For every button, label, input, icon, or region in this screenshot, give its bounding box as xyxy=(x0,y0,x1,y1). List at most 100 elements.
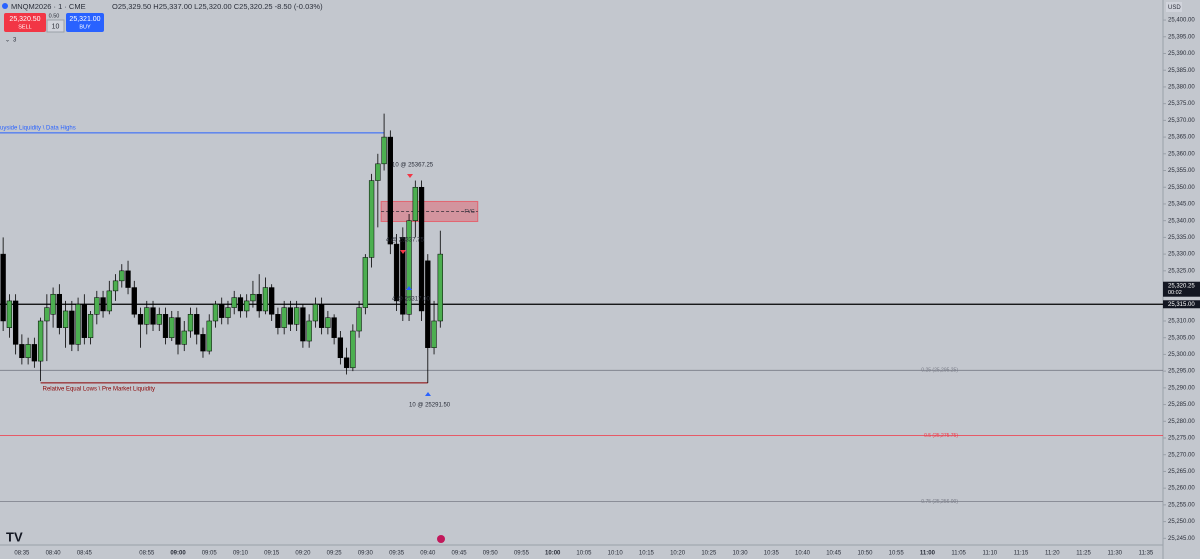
event-marker[interactable] xyxy=(437,535,445,543)
level-label: 0.75 (25,256.00) xyxy=(921,499,958,505)
collapse-icon[interactable]: ⌄ xyxy=(5,38,10,44)
y-tick-label: 25,260.00 xyxy=(1168,486,1195,492)
candle-body xyxy=(300,307,306,342)
y-tick-label: 25,305.00 xyxy=(1168,335,1195,341)
last-price-badge xyxy=(1163,281,1200,297)
candle-body xyxy=(106,290,112,312)
logo[interactable]: TV xyxy=(6,529,23,544)
x-tick-label: 08:55 xyxy=(139,551,155,557)
fvg-label: FVG xyxy=(464,209,474,215)
level-label: 0.25 (25,295.25) xyxy=(921,368,958,374)
candle-body xyxy=(0,253,6,322)
fill-annotation: 4 @ 25337.75 xyxy=(386,238,424,244)
liquidity-label: Relative Equal Lows \ Pre Market Liquidi… xyxy=(43,386,155,392)
candle-body xyxy=(50,293,56,315)
y-tick-label: 25,355.00 xyxy=(1168,168,1195,174)
y-tick-label: 25,255.00 xyxy=(1168,502,1195,508)
candle-body xyxy=(237,297,244,312)
y-tick-label: 25,345.00 xyxy=(1168,202,1195,208)
x-tick-label: 10:10 xyxy=(608,551,624,557)
candle-body xyxy=(150,307,156,325)
candle-body xyxy=(119,270,125,282)
y-tick-label: 25,295.00 xyxy=(1168,369,1195,375)
symbol-icon xyxy=(2,3,8,9)
x-tick-label: 11:30 xyxy=(1107,551,1122,557)
buy-button[interactable] xyxy=(66,13,104,32)
candle-body xyxy=(275,314,281,328)
sell-marker xyxy=(407,174,413,178)
sell-marker xyxy=(400,250,406,254)
candle-body xyxy=(169,317,175,338)
y-tick-label: 25,365.00 xyxy=(1168,135,1195,141)
candle-body xyxy=(44,307,50,322)
x-tick-label: 09:30 xyxy=(358,551,374,557)
sell-label[interactable]: SELL xyxy=(18,24,31,30)
candle-body xyxy=(418,186,425,312)
x-tick-label: 10:15 xyxy=(639,551,655,557)
x-tick-label: 09:00 xyxy=(170,551,186,557)
candle-body xyxy=(406,220,412,315)
candle-body xyxy=(212,304,219,322)
y-tick-label: 25,350.00 xyxy=(1168,185,1195,191)
buy-label[interactable]: BUY xyxy=(79,24,91,30)
sell-button[interactable] xyxy=(4,13,46,32)
fill-annotation: 4 @ 25317.00 xyxy=(392,297,430,303)
sell-price[interactable]: 25,320.50 xyxy=(9,16,40,23)
y-tick-label: 25,245.00 xyxy=(1168,536,1195,542)
candle-body xyxy=(37,320,44,362)
level-badge-label: 25,315.00 xyxy=(1168,302,1195,308)
x-tick-label: 08:35 xyxy=(14,551,30,557)
x-tick-label: 09:20 xyxy=(295,551,311,557)
candle-body xyxy=(75,304,81,345)
quantity[interactable]: 10 xyxy=(52,23,60,30)
x-tick-label: 11:15 xyxy=(1014,551,1029,557)
y-tick-label: 25,380.00 xyxy=(1168,85,1195,91)
x-tick-label: 09:45 xyxy=(452,551,468,557)
candle-body xyxy=(269,287,275,315)
x-tick-label: 10:25 xyxy=(701,551,717,557)
x-tick-label: 11:05 xyxy=(951,551,966,557)
candle-body xyxy=(206,320,212,352)
candle-body xyxy=(87,314,94,338)
x-tick-label: 09:15 xyxy=(264,551,280,557)
buy-price[interactable]: 25,321.00 xyxy=(69,16,100,23)
indicators-count[interactable]: 3 xyxy=(13,38,17,44)
y-tick-label: 25,275.00 xyxy=(1168,436,1195,442)
candle-body xyxy=(343,357,350,369)
x-tick-label: 09:25 xyxy=(327,551,343,557)
x-tick-label: 10:40 xyxy=(795,551,811,557)
x-tick-label: 10:55 xyxy=(889,551,905,557)
y-tick-label: 25,280.00 xyxy=(1168,419,1195,425)
candle-body xyxy=(100,297,106,312)
candle-body xyxy=(281,307,287,328)
candle-body xyxy=(112,280,119,292)
x-tick-label: 10:20 xyxy=(670,551,686,557)
candle-body xyxy=(156,314,162,325)
candle-body xyxy=(62,310,69,328)
candle-body xyxy=(144,307,150,325)
candle-body xyxy=(187,314,194,332)
candle-body xyxy=(381,136,387,165)
spread: 0.50 xyxy=(49,13,60,19)
y-tick-label: 25,335.00 xyxy=(1168,235,1195,241)
y-tick-label: 25,385.00 xyxy=(1168,68,1195,74)
x-tick-label: 09:10 xyxy=(233,551,249,557)
quantity-box[interactable] xyxy=(46,19,65,33)
level-badge xyxy=(1163,300,1200,309)
x-tick-label: 10:05 xyxy=(576,551,592,557)
y-tick-label: 25,250.00 xyxy=(1168,519,1195,525)
currency[interactable]: USD xyxy=(1168,5,1181,11)
candle-body xyxy=(231,297,237,308)
y-tick-label: 25,330.00 xyxy=(1168,252,1195,258)
currency-box[interactable] xyxy=(1166,2,1182,12)
candle-body xyxy=(393,243,400,302)
symbol: MNQM2026 · 1 · CME xyxy=(11,2,86,11)
fill-annotation: 10 @ 25367.25 xyxy=(392,163,434,169)
candle-body xyxy=(306,320,312,342)
x-tick-label: 11:20 xyxy=(1045,551,1060,557)
candle-body xyxy=(181,330,187,345)
x-tick-label: 09:05 xyxy=(202,551,218,557)
countdown: 00:02 xyxy=(1168,290,1182,296)
fill-annotation: 10 @ 25291.50 xyxy=(409,403,451,409)
